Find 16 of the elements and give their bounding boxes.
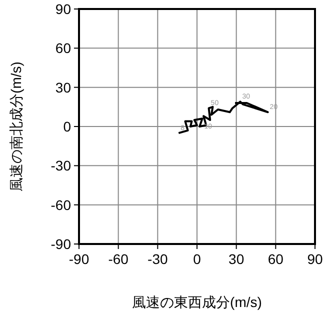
x-tick-label: -90 — [68, 251, 90, 267]
x-tick-label: 0 — [193, 251, 202, 267]
y-tick-label: 0 — [63, 118, 72, 134]
y-tick-label: -30 — [50, 158, 72, 174]
y-tick-label: -60 — [50, 196, 72, 213]
x-tick-label: -30 — [148, 251, 168, 267]
x-tick-label: 60 — [268, 251, 284, 267]
y-axis-title: 風速の南北成分(m/s) — [8, 62, 24, 192]
y-tick-label: 90 — [55, 1, 72, 17]
x-tick-label: 90 — [307, 251, 323, 267]
y-tick-label: -90 — [50, 236, 72, 252]
x-tick-label: -60 — [108, 251, 129, 267]
x-axis-title: 風速の東西成分(m/s) — [132, 294, 262, 310]
y-tick-label: 60 — [55, 40, 72, 56]
x-tick-label: 30 — [228, 251, 244, 267]
y-tick-label: 30 — [55, 79, 72, 96]
